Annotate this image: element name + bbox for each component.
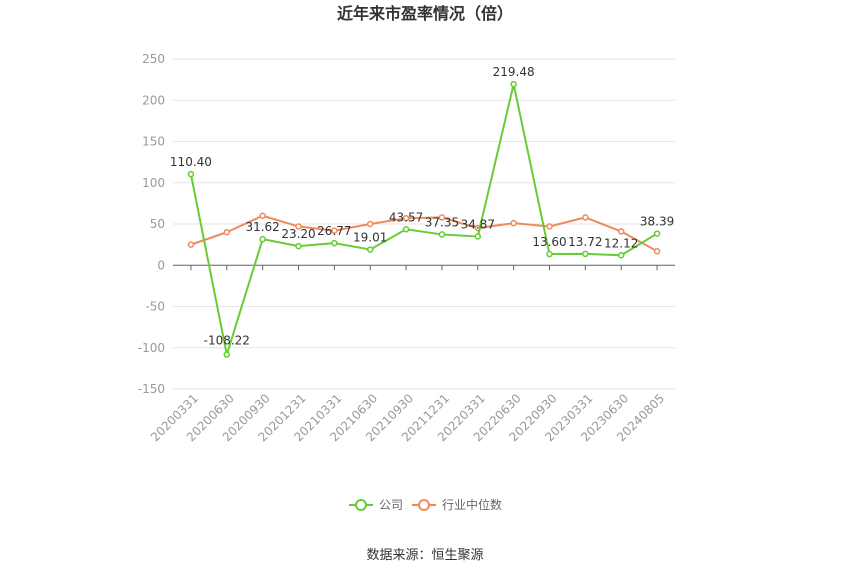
data-label-company-20200930: 31.62 <box>245 220 279 234</box>
y-tick-label-250: 250 <box>142 52 165 66</box>
point-company-20200930[interactable] <box>259 235 266 243</box>
point-company-20230630[interactable] <box>617 252 625 259</box>
point-company-20220331[interactable] <box>474 233 482 240</box>
y-tick-label--50: -50 <box>145 300 165 314</box>
data-label-company-20211231: 37.35 <box>425 215 459 229</box>
point-industry-median-20200630[interactable] <box>223 229 231 236</box>
y-tick-label-200: 200 <box>142 93 165 107</box>
point-industry-median-20220630[interactable] <box>510 219 517 227</box>
legend-industry-label: 行业中位数 <box>442 497 502 512</box>
point-company-20220630[interactable] <box>510 80 517 88</box>
data-label-company-20210331: 26.77 <box>317 224 351 238</box>
point-company-20211231[interactable] <box>438 231 446 238</box>
point-company-20201231[interactable] <box>295 242 302 250</box>
data-label-company-20220331: 34.87 <box>461 217 495 231</box>
data-label-company-20230630: 12.12 <box>604 236 638 250</box>
data-label-company-20200630: -108.22 <box>204 334 250 348</box>
data-label-company-20220930: 13.60 <box>532 235 566 249</box>
y-tick-label-100: 100 <box>142 176 165 190</box>
data-label-company-20210630: 19.01 <box>353 231 387 245</box>
chart-title: 近年来市盈率情况（倍） <box>337 4 513 23</box>
data-label-company-20201231: 23.20 <box>281 227 315 241</box>
legend-industry-marker-icon <box>418 499 430 511</box>
point-industry-median-20211231[interactable] <box>438 214 446 221</box>
series-line-company <box>189 83 658 356</box>
point-industry-median-20220930[interactable] <box>546 223 553 230</box>
data-source: 数据来源：恒生聚源 <box>366 548 483 563</box>
point-company-20200630[interactable] <box>223 351 231 358</box>
point-company-20200331[interactable] <box>187 170 195 178</box>
point-company-20210630[interactable] <box>366 246 374 253</box>
point-company-20240805[interactable] <box>653 230 661 237</box>
data-label-company-20220630: 219.48 <box>493 65 535 79</box>
point-industry-median-20230630[interactable] <box>617 228 625 235</box>
point-industry-median-20210630[interactable] <box>366 220 374 228</box>
data-label-company-20240805: 38.39 <box>640 215 674 229</box>
y-tick-label-50: 50 <box>150 217 165 231</box>
point-company-20220930[interactable] <box>546 250 553 258</box>
legend-company-marker-icon <box>355 499 367 511</box>
point-industry-median-20240805[interactable] <box>653 247 661 255</box>
point-industry-median-20201231[interactable] <box>295 223 302 230</box>
point-industry-median-20230331[interactable] <box>582 214 589 221</box>
legend-company-label: 公司 <box>379 498 403 512</box>
point-industry-median-20210930[interactable] <box>402 214 410 222</box>
data-label-company-20210930: 43.57 <box>389 210 423 224</box>
legend-item-industry-median[interactable]: 行业中位数 <box>412 497 502 512</box>
y-tick-label-150: 150 <box>142 135 165 149</box>
point-industry-median-20210331[interactable] <box>331 227 338 234</box>
point-industry-median-20200331[interactable] <box>187 241 195 248</box>
data-label-company-20230331: 13.72 <box>568 235 602 249</box>
y-axis: -150 -100 -50 0 50 100 150 200 250 <box>138 52 165 396</box>
series-line-industry-median <box>190 214 658 253</box>
series-layer <box>187 80 661 358</box>
point-company-20210930[interactable] <box>402 226 410 233</box>
point-company-20230331[interactable] <box>582 250 589 258</box>
point-company-20210331[interactable] <box>331 239 338 247</box>
legend-item-company[interactable]: 公司 <box>349 498 403 512</box>
legend[interactable]: 公司 行业中位数 <box>349 497 502 512</box>
y-tick-label--100: -100 <box>138 341 165 355</box>
y-tick-label--150: -150 <box>138 382 165 396</box>
point-industry-median-20200930[interactable] <box>259 212 266 219</box>
data-label-company-20200331: 110.40 <box>170 155 212 169</box>
y-tick-label-0: 0 <box>157 258 165 272</box>
